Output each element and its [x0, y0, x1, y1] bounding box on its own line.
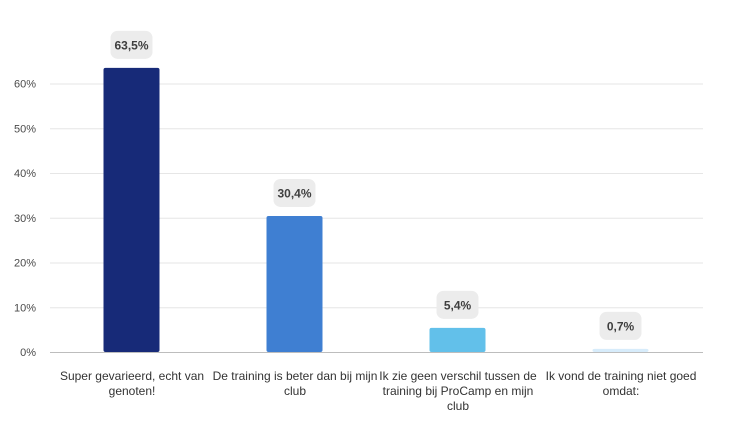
y-tick-label: 60%: [14, 79, 36, 91]
data-label: 30,4%: [277, 186, 311, 200]
category-label-2: De training is beter dan bij mijn club: [212, 369, 378, 398]
y-tick-label: 50%: [14, 123, 36, 135]
category-label-3: Ik zie geen verschil tussen de training …: [379, 369, 537, 413]
bar: [429, 327, 486, 352]
y-tick-label: 40%: [14, 168, 36, 180]
data-label-badge: [599, 311, 642, 340]
data-label-badge: [110, 30, 153, 59]
data-label: 63,5%: [114, 38, 148, 52]
category-label-1: Super gevarieerd, echt van genoten!: [59, 369, 205, 398]
bar: [103, 67, 160, 353]
y-tick-label: 10%: [14, 302, 36, 314]
data-label: 0,7%: [607, 319, 635, 333]
bar: [266, 215, 323, 352]
y-tick-label: 0%: [20, 347, 36, 359]
category-label-4: Ik vond de training niet goed omdat:: [545, 369, 697, 398]
bar: [592, 348, 649, 352]
data-label: 5,4%: [444, 298, 472, 312]
y-tick-label: 30%: [14, 213, 36, 225]
y-tick-label: 20%: [14, 258, 36, 270]
data-label-badge: [436, 290, 479, 319]
data-label-badge: [273, 178, 316, 207]
